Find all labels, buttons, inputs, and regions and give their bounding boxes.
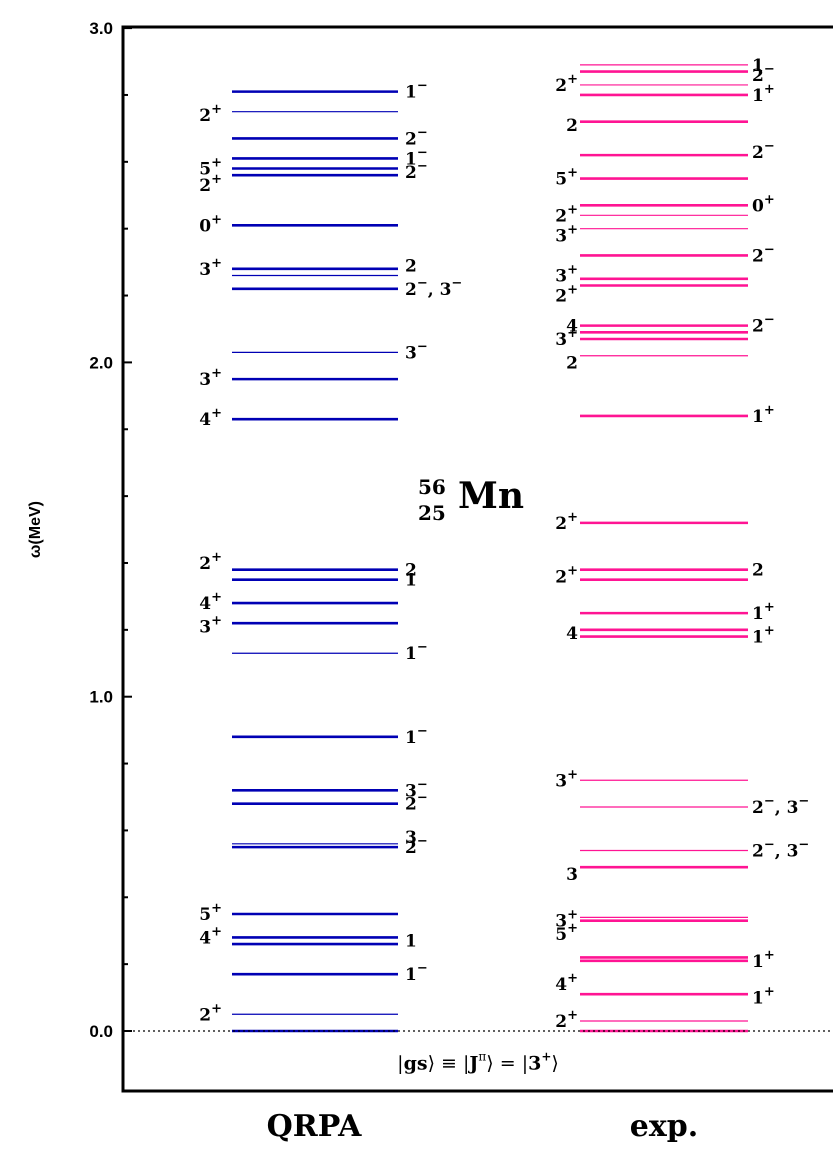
spin-parity-label: 1−	[405, 79, 428, 103]
spin-parity-label: 5+	[555, 166, 578, 190]
spin-parity-label: 2	[752, 561, 764, 581]
spin-parity-label: 3+	[555, 767, 578, 791]
spin-parity-label: 5+	[199, 901, 222, 925]
spin-parity-label: 2	[405, 256, 417, 276]
spin-parity-label: 3	[405, 828, 417, 848]
spin-parity-label: 1	[752, 56, 764, 76]
axis-ticks: 0.0 1.0 2.0 3.0	[89, 19, 132, 1041]
spin-parity-label: 2+	[555, 283, 578, 307]
spin-parity-label: 2−	[405, 125, 428, 149]
spin-parity-label: 2−, 3−	[405, 276, 462, 300]
plot-frame	[121, 25, 833, 1093]
spin-parity-label: 2	[566, 353, 578, 373]
spin-parity-label: 3+	[555, 262, 578, 286]
spin-parity-label: 3+	[199, 366, 222, 390]
spin-parity-label: 3+	[199, 613, 222, 637]
spin-parity-label: 2−, 3−	[752, 837, 809, 861]
spin-parity-label: 4	[566, 624, 578, 644]
y-tick-label: 3.0	[89, 19, 113, 38]
spin-parity-label: 1	[405, 571, 417, 591]
y-axis-label: ω(MeV)	[27, 501, 44, 558]
spin-parity-label: 5+	[199, 156, 222, 180]
atomic-number: 25	[418, 501, 446, 525]
spin-parity-label: 2−, 3−	[752, 794, 809, 818]
gs-bra: |	[397, 1052, 403, 1074]
spin-parity-label: 4+	[555, 971, 578, 995]
energy-levels	[232, 64, 748, 1033]
spin-parity-label: 1+	[752, 948, 775, 972]
spin-parity-label: 5+	[555, 921, 578, 945]
spin-parity-label: 2+	[555, 563, 578, 587]
mass-number: 56	[418, 475, 446, 499]
spin-parity-label: 4+	[199, 590, 222, 614]
ground-state-label: |gs⟩ ≡ |Jπ⟩ = |3+⟩	[397, 1049, 559, 1074]
spin-parity-label: 3+	[555, 908, 578, 932]
spin-parity-label: 2+	[555, 72, 578, 96]
spin-parity-label: 4+	[199, 406, 222, 430]
spin-parity-label: 2−	[405, 159, 428, 183]
spin-parity-label: 0+	[752, 192, 775, 216]
spin-parity-label: 3+	[199, 256, 222, 280]
spin-parity-label: 2−	[752, 139, 775, 163]
spin-parity-label: 2−	[405, 791, 428, 815]
spin-parity-label: 2+	[555, 202, 578, 226]
spin-parity-label: 2−	[752, 62, 775, 86]
spin-parity-label: 2−	[752, 242, 775, 266]
y-tick-label: 2.0	[89, 353, 113, 372]
nucleus-label: 56 Mn 25	[418, 475, 530, 525]
spin-parity-label: 2+	[199, 102, 222, 126]
column-label-qrpa: QRPA	[267, 1109, 362, 1144]
spin-parity-label: 1−	[405, 961, 428, 985]
spin-parity-label: 1+	[752, 82, 775, 106]
level-labels: 2+4+5+3+4+2+4+3+3+0+2+5+2+1−12−32−3−1−1−…	[199, 56, 809, 1032]
spin-parity-label: 2−	[405, 834, 428, 858]
spin-parity-label: 1+	[752, 600, 775, 624]
spin-parity-label: 2+	[199, 172, 222, 196]
spin-parity-label: 3+	[555, 326, 578, 350]
spin-parity-label: 2−	[752, 313, 775, 337]
spin-parity-label: 4	[566, 317, 578, 337]
spin-parity-label: 1+	[752, 403, 775, 427]
y-tick-label: 0.0	[89, 1022, 113, 1041]
y-tick-label: 1.0	[89, 688, 113, 707]
spin-parity-label: 0+	[199, 212, 222, 236]
element-symbol: Mn	[458, 475, 524, 517]
spin-parity-label: 2	[405, 561, 417, 581]
spin-parity-label: 1−	[405, 724, 428, 748]
spin-parity-label: 3−	[405, 777, 428, 801]
spin-parity-label: 3−	[405, 339, 428, 363]
spin-parity-label: 1+	[752, 624, 775, 648]
spin-parity-label: 4+	[199, 924, 222, 948]
spin-parity-label: 1	[405, 932, 417, 952]
spin-parity-label: 2+	[199, 550, 222, 574]
spin-parity-label: 1+	[752, 985, 775, 1009]
spin-parity-label: 3+	[555, 222, 578, 246]
spin-parity-label: 1−	[405, 640, 428, 664]
spin-parity-label: 2+	[199, 1001, 222, 1025]
spin-parity-label: 2+	[555, 510, 578, 534]
spin-parity-label: 1−	[405, 145, 428, 169]
spin-parity-label: 3	[566, 865, 578, 885]
spin-parity-label: 2	[566, 116, 578, 136]
spin-parity-label: 2+	[555, 1008, 578, 1032]
column-label-exp: exp.	[630, 1109, 698, 1144]
